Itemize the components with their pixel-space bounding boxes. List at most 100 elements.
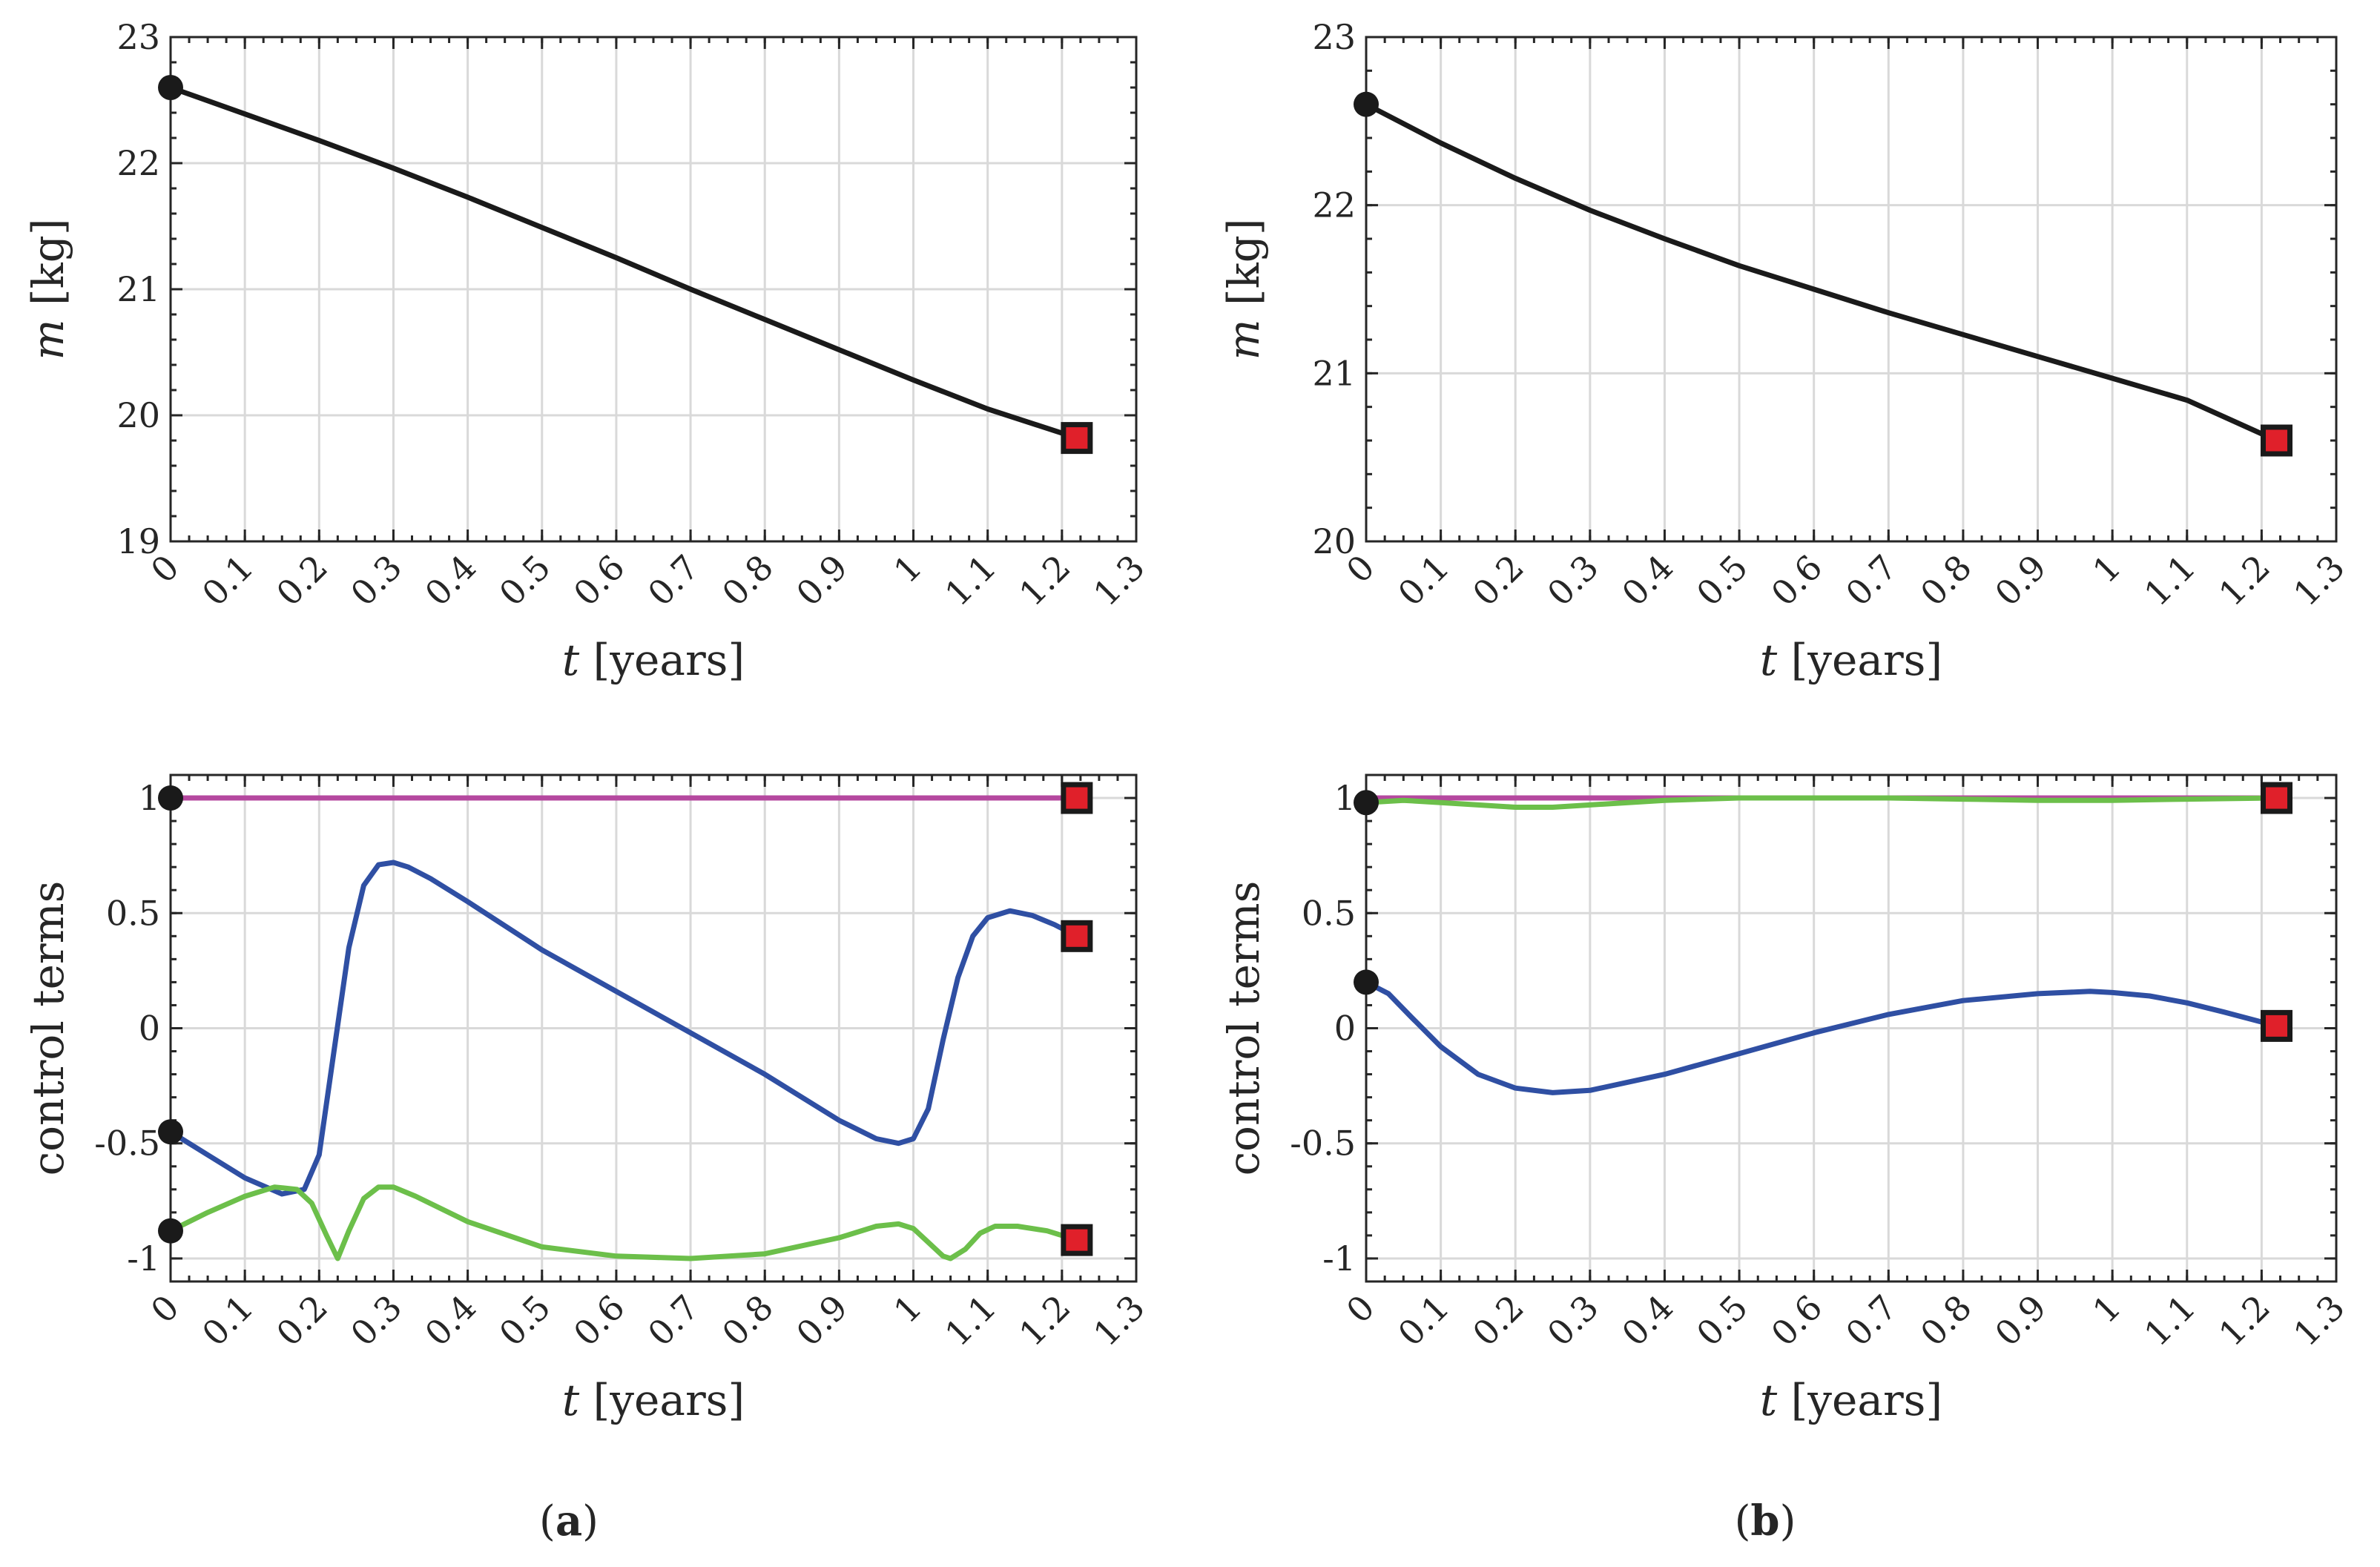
x-tick-label: 1.2	[1012, 547, 1078, 614]
x-tick-label: 1.2	[2211, 1287, 2278, 1354]
y-tick-label: -0.5	[1290, 1124, 1356, 1164]
x-tick-label: 0.3	[343, 1287, 409, 1354]
x-axis-label: t [years]	[1760, 1375, 1942, 1425]
mass-chart-b: 0 0.1 0.2 0.3 0.4 0.5 0.6 0.7 0.8 0.9 1 1.1 1.2 1.320…	[1219, 17, 2353, 685]
x-tick-label: 1.2	[1012, 1287, 1078, 1354]
y-tick-label: 19	[116, 521, 160, 561]
series-line	[1363, 979, 2279, 1095]
plot-frame	[1365, 773, 2338, 1283]
x-tick-label: 0.6	[566, 1287, 633, 1354]
series-line	[1363, 102, 2279, 443]
x-tick-label: 0.9	[1987, 1287, 2054, 1354]
x-tick-label: 0.8	[714, 547, 781, 614]
series-line	[168, 85, 1080, 441]
x-tick-label: 0.6	[1764, 547, 1830, 614]
y-tick-label: -1	[1322, 1238, 1356, 1279]
x-tick-label: 0.4	[417, 1287, 484, 1354]
end-point-marker	[1061, 1224, 1093, 1256]
x-tick-label: 0.1	[1390, 547, 1457, 614]
y-tick-label: 0.5	[1302, 893, 1356, 933]
x-tick-label: 1.1	[937, 547, 1004, 614]
x-tick-label: 1	[886, 1287, 929, 1331]
y-tick-label: 22	[1312, 185, 1356, 225]
y-tick-label: 23	[1312, 17, 1356, 57]
plot-frame	[1365, 36, 2338, 543]
x-tick-label: 0.5	[492, 547, 558, 614]
end-point-marker	[1061, 782, 1093, 814]
x-tick-label: 0.5	[1689, 1287, 1756, 1354]
series-line	[168, 1184, 1080, 1261]
x-tick-label: 0.9	[788, 547, 855, 614]
x-tick-label: 0.9	[788, 1287, 855, 1354]
x-tick-label: 0.4	[1614, 1287, 1681, 1354]
start-point-marker	[158, 785, 183, 811]
y-tick-label: 1	[139, 778, 160, 818]
start-point-marker	[158, 1119, 183, 1145]
x-tick-label: 0.5	[1689, 547, 1756, 614]
x-axis-label: t [years]	[1760, 635, 1942, 685]
series-line	[1363, 795, 2279, 810]
x-tick-label: 1.1	[2137, 547, 2203, 614]
y-tick-label: 0.5	[106, 893, 160, 933]
y-axis-label: m [kg]	[1219, 219, 1269, 360]
y-tick-label: 23	[116, 17, 160, 57]
x-tick-label: 0.1	[194, 547, 261, 614]
plot-area	[1366, 37, 2336, 541]
x-tick-label: 0.3	[1540, 547, 1606, 614]
x-tick-label: 0.5	[492, 1287, 558, 1354]
x-tick-label: 0.3	[1540, 1287, 1606, 1354]
y-tick-label: 20	[1312, 521, 1356, 561]
x-tick-label: 0.1	[194, 1287, 261, 1354]
end-point-marker	[1061, 920, 1093, 952]
x-tick-label: 0.6	[1764, 1287, 1830, 1354]
x-tick-label: 0.1	[1390, 1287, 1457, 1354]
y-tick-label: -1	[127, 1238, 160, 1279]
x-tick-label: 0	[1339, 1287, 1382, 1331]
x-tick-label: 1.3	[2286, 547, 2353, 614]
x-tick-label: 0.6	[566, 547, 633, 614]
plot-frame	[169, 773, 1138, 1283]
x-tick-label: 1.3	[1086, 1287, 1153, 1354]
x-tick-label: 1.1	[2137, 1287, 2203, 1354]
x-axis-label: t [years]	[562, 1375, 745, 1425]
start-point-marker	[1354, 969, 1379, 995]
x-tick-label: 1.3	[1086, 547, 1153, 614]
y-tick-label: 20	[116, 395, 160, 435]
x-tick-label: 0.7	[1838, 547, 1905, 614]
series-line	[168, 860, 1080, 1197]
y-axis-label: m [kg]	[23, 219, 73, 360]
x-tick-label: 0.7	[640, 1287, 707, 1354]
x-tick-label: 1.2	[2211, 547, 2278, 614]
y-tick-label: 21	[1312, 353, 1356, 393]
x-tick-label: 1	[2085, 547, 2129, 591]
end-point-marker	[2261, 1009, 2293, 1042]
x-tick-label: 0.8	[1913, 1287, 1980, 1354]
x-tick-label: 0.4	[417, 547, 484, 614]
x-tick-label: 0.2	[268, 547, 335, 614]
caption-a: (a)	[539, 1497, 599, 1545]
x-tick-label: 0.2	[268, 1287, 335, 1354]
x-tick-label: 0.4	[1614, 547, 1681, 614]
start-point-marker	[158, 1218, 183, 1244]
mass-chart-a: 0 0.1 0.2 0.3 0.4 0.5 0.6 0.7 0.8 0.9 1 1.1 1.2 1.319…	[23, 17, 1153, 685]
y-tick-label: 0	[1334, 1009, 1356, 1049]
x-tick-label: 0.2	[1465, 547, 1532, 614]
y-tick-label: 22	[116, 143, 160, 183]
end-point-marker	[1061, 422, 1093, 455]
x-tick-label: 0.9	[1987, 547, 2054, 614]
x-tick-label: 0.8	[1913, 547, 1980, 614]
x-tick-label: 0.7	[1838, 1287, 1905, 1354]
x-tick-label: 0.8	[714, 1287, 781, 1354]
x-tick-label: 0.7	[640, 547, 707, 614]
x-tick-label: 0	[143, 1287, 187, 1331]
start-point-marker	[1354, 790, 1379, 816]
y-axis-label: control terms	[23, 881, 73, 1176]
y-tick-label: 21	[116, 269, 160, 309]
x-tick-label: 1	[886, 547, 929, 591]
start-point-marker	[1354, 91, 1379, 117]
y-tick-label: -0.5	[94, 1124, 160, 1164]
end-point-marker	[2261, 782, 2293, 814]
plot-frame	[169, 36, 1138, 543]
x-tick-label: 1.3	[2286, 1287, 2353, 1354]
